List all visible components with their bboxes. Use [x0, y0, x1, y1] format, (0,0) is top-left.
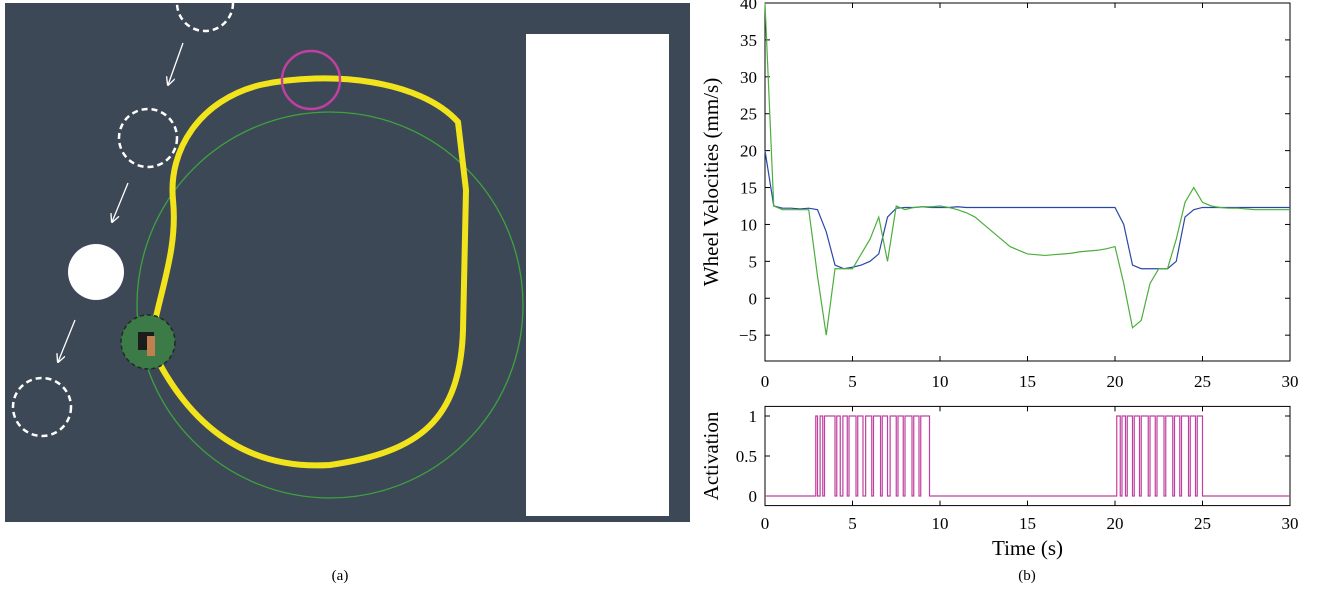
x-tick-label: 15 [1019, 514, 1036, 533]
wall-obstacle [526, 34, 669, 516]
moving-obstacle [175, 3, 235, 33]
x-tick-label: 20 [1107, 372, 1124, 391]
y-tick-label: 0.5 [736, 447, 757, 466]
x-tick-label: 0 [761, 372, 770, 391]
y-tick-label: 35 [740, 31, 757, 50]
x-axis-title: Time (s) [992, 536, 1063, 560]
y-tick-label: 0 [749, 487, 758, 506]
moving-obstacle [117, 107, 179, 169]
arrow [58, 319, 76, 362]
x-tick-label: 5 [848, 514, 857, 533]
y-tick-label: 25 [740, 105, 757, 124]
x-tick-label: 10 [932, 372, 949, 391]
y-tick-label: 30 [740, 68, 757, 87]
arrow [168, 42, 184, 85]
data-line [764, 150, 1290, 270]
x-tick-label: 25 [1194, 514, 1211, 533]
y-tick-label: 20 [740, 142, 757, 161]
y-tick-label: 10 [740, 215, 757, 234]
caption: (a) [332, 568, 349, 584]
data-line [765, 415, 1290, 497]
x-tick-label: 25 [1194, 372, 1211, 391]
y-tick-label: 40 [740, 0, 757, 13]
obstacle [68, 244, 124, 300]
y-tick-label: 0 [749, 289, 758, 308]
x-tick-label: 5 [848, 372, 857, 391]
reference-circle [136, 111, 524, 499]
data-line [764, 2, 1290, 336]
plot-frame [764, 2, 1291, 362]
trajectory [146, 75, 470, 469]
robot-wheel [147, 336, 155, 356]
x-tick-label: 30 [1282, 514, 1299, 533]
y-tick-label: 5 [749, 252, 758, 271]
x-tick-label: 30 [1282, 372, 1299, 391]
y-tick-label: 15 [740, 179, 757, 198]
caption: (b) [1018, 568, 1036, 584]
y-tick-label: 1 [749, 407, 758, 426]
x-tick-label: 10 [932, 514, 949, 533]
x-tick-label: 0 [761, 514, 770, 533]
simulation-view [5, 3, 690, 522]
y-axis-title: Wheel Velocities (mm/s) [699, 78, 723, 286]
x-tick-label: 20 [1107, 514, 1124, 533]
y-tick-label: −5 [739, 326, 757, 345]
target [280, 49, 342, 111]
arrow [112, 182, 129, 222]
x-tick-label: 15 [1019, 372, 1036, 391]
y-axis-title: Activation [699, 411, 723, 500]
plot-frame [764, 405, 1291, 507]
moving-obstacle [11, 376, 73, 438]
